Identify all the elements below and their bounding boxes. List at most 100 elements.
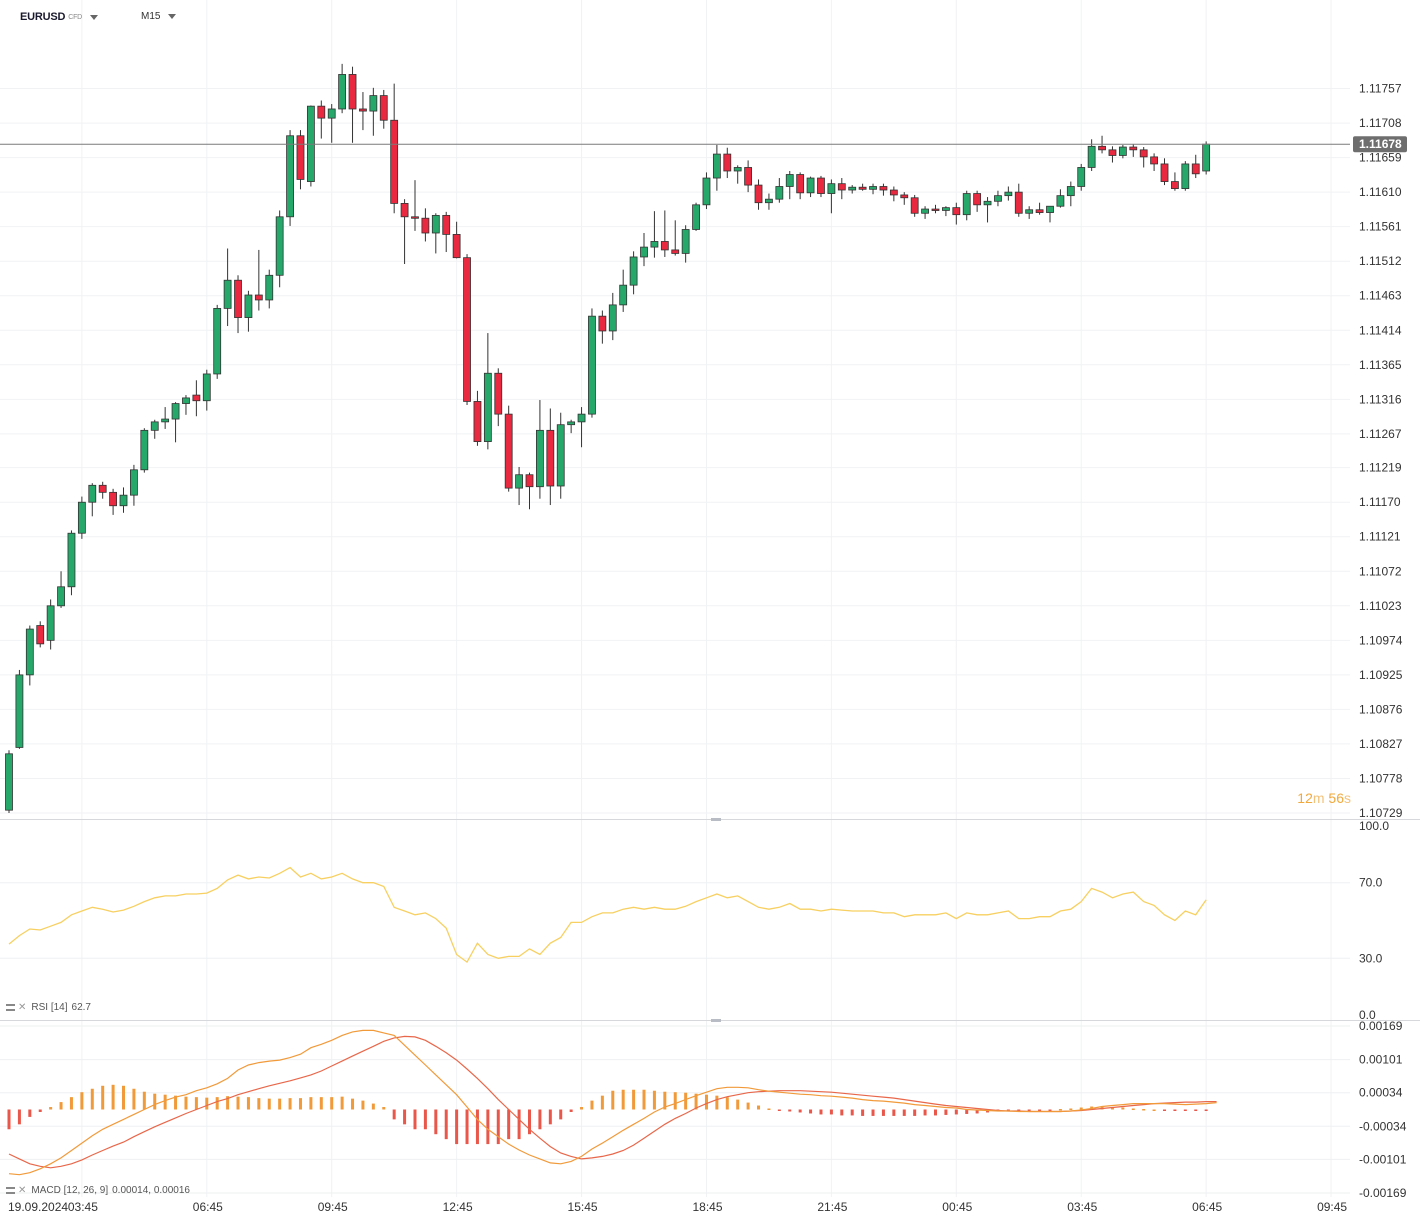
pane-resize-handle[interactable]	[711, 1019, 721, 1022]
candle-up	[629, 256, 638, 286]
macd-histogram-bar	[965, 1109, 969, 1114]
candle-down	[754, 184, 763, 204]
candle-up	[588, 315, 596, 415]
candle-up	[130, 469, 138, 496]
candle-up	[640, 246, 648, 258]
candle-down	[1160, 163, 1169, 182]
macd-histogram-bar	[319, 1097, 323, 1110]
price-tick-label: 1.11267	[1359, 427, 1402, 441]
macd-histogram-bar	[246, 1097, 250, 1110]
macd-histogram-bar	[298, 1098, 302, 1110]
macd-histogram-bar	[944, 1109, 948, 1115]
candle-up	[25, 628, 34, 676]
macd-histogram-bar	[528, 1109, 531, 1135]
candle-up	[1118, 146, 1127, 156]
price-tick-label: 1.10876	[1359, 702, 1403, 716]
candle-up	[1025, 209, 1034, 214]
time-tick-label: 06:45	[1192, 1200, 1222, 1214]
candle-down	[109, 491, 117, 507]
symbol-type: CFD	[68, 13, 83, 21]
candle-up	[338, 74, 347, 110]
time-tick-label: 09:45	[318, 1200, 348, 1214]
pane-resize-handle[interactable]	[711, 818, 721, 821]
candle-up	[962, 193, 971, 216]
candle-down	[1171, 181, 1179, 190]
settings-icon[interactable]	[6, 1187, 15, 1194]
time-tick-label: 09:45	[1317, 1200, 1347, 1214]
candle-up	[369, 95, 378, 112]
settings-icon[interactable]	[6, 1004, 15, 1011]
candle-down	[910, 197, 919, 214]
candle-down	[379, 95, 388, 121]
rsi-tick-label: 70.0	[1359, 876, 1383, 890]
candle-up	[213, 308, 222, 375]
candle-up	[140, 429, 149, 471]
macd-name: MACD	[31, 1185, 61, 1196]
candle-down	[390, 119, 399, 204]
candle-down	[952, 207, 961, 216]
macd-histogram-bar	[434, 1109, 438, 1135]
candle-down	[411, 216, 419, 219]
rsi-pane-label: ✕ RSI [14] 62.7	[6, 1002, 91, 1013]
chart-toolbar: EURUSD CFD M15	[0, 0, 400, 34]
candle-up	[1181, 163, 1190, 190]
macd-histogram-bar	[309, 1097, 313, 1110]
candle-up	[275, 216, 284, 276]
macd-histogram-bar	[496, 1109, 500, 1145]
macd-histogram-bar	[684, 1092, 688, 1110]
macd-histogram-bar	[600, 1095, 604, 1110]
last-price-label: 1.11678	[1359, 137, 1402, 151]
candle-down	[1139, 149, 1148, 158]
candle-up	[994, 195, 1002, 202]
timeframe-selector[interactable]: M15	[141, 11, 177, 22]
macd-histogram-bar	[423, 1109, 427, 1130]
macd-params: [12, 26, 9]	[63, 1185, 109, 1196]
candle-down	[817, 177, 825, 194]
price-tick-label: 1.10729	[1359, 806, 1403, 820]
price-tick-label: 1.11072	[1359, 564, 1402, 578]
candle-up	[848, 186, 857, 191]
candle-up	[942, 207, 950, 211]
macd-histogram-bar	[809, 1109, 813, 1114]
candle-up	[1077, 167, 1086, 187]
close-icon[interactable]: ✕	[18, 1002, 27, 1013]
macd-histogram-bar	[850, 1109, 854, 1116]
candle-up	[431, 214, 440, 234]
macd-histogram-bar	[829, 1109, 833, 1115]
candle-down	[192, 394, 201, 402]
candle-up	[556, 424, 565, 487]
price-tick-label: 1.10974	[1359, 633, 1403, 647]
macd-histogram-bar	[1194, 1109, 1198, 1111]
macd-histogram-bar	[840, 1109, 844, 1116]
macd-histogram-bar	[1204, 1109, 1208, 1111]
macd-histogram-bar	[798, 1109, 802, 1113]
macd-tick-label: 0.00169	[1359, 1019, 1403, 1033]
candle-down	[525, 474, 534, 488]
price-tick-label: 1.11757	[1359, 82, 1402, 96]
candle-up	[327, 108, 336, 119]
candle-down	[452, 234, 461, 259]
price-tick-label: 1.11463	[1359, 289, 1402, 303]
macd-histogram-bar	[923, 1109, 927, 1116]
symbol-selector[interactable]: EURUSD CFD	[20, 11, 99, 23]
macd-histogram-bar	[122, 1085, 126, 1110]
time-tick-label: 03:45	[1067, 1200, 1097, 1214]
price-tick-label: 1.11316	[1359, 392, 1402, 406]
candle-down	[671, 249, 680, 254]
macd-histogram-bar	[465, 1109, 469, 1145]
candle-up	[827, 183, 836, 194]
close-icon[interactable]: ✕	[18, 1185, 27, 1196]
macd-histogram-bar	[975, 1109, 979, 1114]
macd-histogram-bar	[80, 1092, 84, 1110]
macd-histogram-bar	[559, 1109, 563, 1120]
macd-histogram-bar	[725, 1097, 729, 1110]
macd-histogram-bar	[184, 1096, 188, 1110]
macd-histogram-bar	[7, 1109, 11, 1130]
price-tick-label: 1.11708	[1359, 116, 1402, 130]
candle-down	[98, 484, 107, 493]
candle-countdown: 12m 56s	[1297, 790, 1351, 806]
candle-up	[150, 421, 159, 431]
candle-down	[494, 372, 503, 415]
